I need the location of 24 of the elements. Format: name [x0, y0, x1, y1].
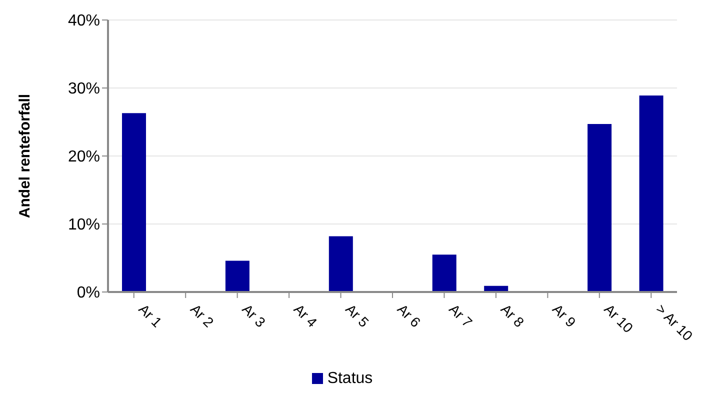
x-tick-label: Ar 2 [187, 300, 218, 330]
x-tick-label: Ar 9 [550, 300, 580, 330]
x-tick-label: Ar 1 [136, 300, 166, 330]
x-tick-label: Ar 10 [601, 300, 636, 336]
x-tick-label: Ar 4 [290, 300, 321, 330]
y-tick-label: 20% [68, 148, 100, 166]
x-tick-label: Ar 7 [446, 300, 476, 330]
y-tick-label: 30% [68, 80, 100, 98]
legend-label: Status [327, 370, 373, 387]
x-tick-label: Ar 6 [394, 300, 424, 330]
bar [588, 124, 612, 292]
x-tick-label: Ar 8 [498, 300, 528, 330]
y-axis-title: Andel renteforfall [16, 94, 34, 218]
bar [328, 236, 353, 292]
bar [225, 260, 250, 292]
x-tick-label: Ar 3 [239, 300, 269, 330]
y-tick-label: 10% [68, 216, 100, 234]
x-tick-label: Ar 5 [342, 300, 372, 330]
y-tick-label: 40% [68, 12, 100, 30]
bar [122, 113, 146, 292]
bar [432, 254, 456, 292]
x-tick-label: > Ar 10 [653, 300, 696, 344]
y-tick-label: 0% [76, 284, 100, 302]
bar [639, 95, 664, 292]
